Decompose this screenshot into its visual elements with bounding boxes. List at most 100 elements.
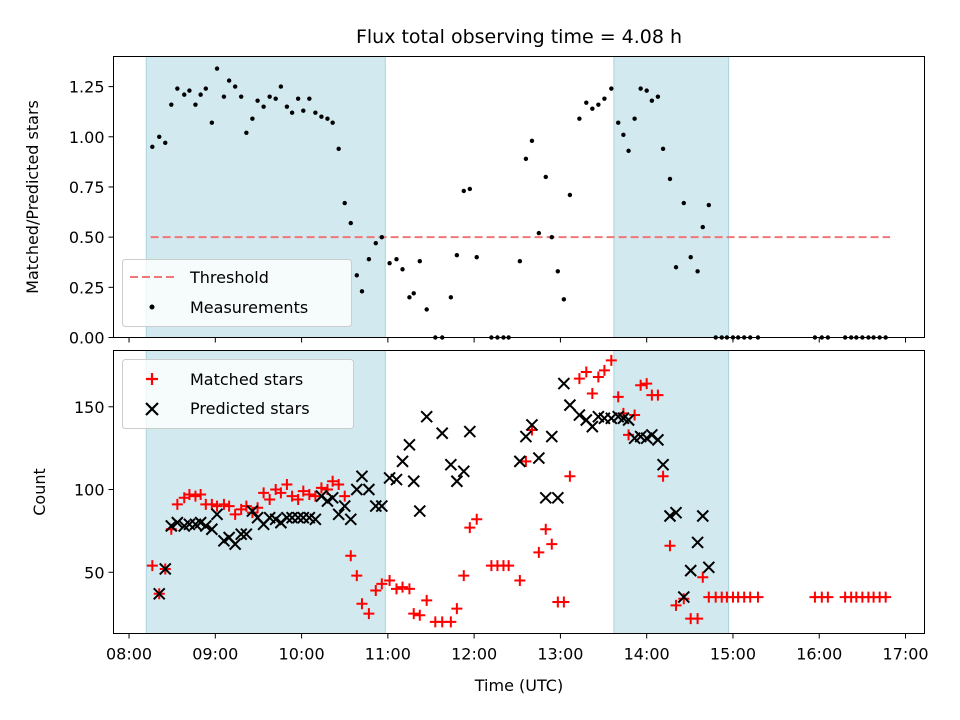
predicted-stars-point-30 <box>326 491 339 504</box>
matched-stars-point-16 <box>240 500 252 512</box>
matched-stars-point-53 <box>471 513 483 525</box>
measurements-point-73 <box>616 120 621 125</box>
measurements-point-52 <box>467 186 473 192</box>
x-tick-label: 16:00 <box>796 645 842 664</box>
predicted-stars-point-79 <box>691 536 704 549</box>
measurements-point-39 <box>379 234 385 240</box>
measurements-point-84 <box>681 200 686 206</box>
predicted-stars-point-43 <box>407 475 420 488</box>
matched-stars-point-61 <box>533 546 545 558</box>
measurements-point-0 <box>150 144 155 150</box>
measurements-point-79 <box>649 98 655 103</box>
top-panel-ylabel: Matched/Predicted stars <box>23 100 42 294</box>
matched-stars-point-83 <box>670 599 682 611</box>
shaded-interval-1 <box>613 56 730 338</box>
matched-stars-point-44 <box>408 608 420 620</box>
matched-stars-point-10 <box>206 498 218 510</box>
predicted-stars-point-77 <box>677 590 690 604</box>
chart-title: Flux total observing time = 4.08 h <box>356 26 682 48</box>
predicted-stars-point-68 <box>622 413 635 427</box>
y-tick-label: 0.25 <box>69 278 105 297</box>
measurements-point-67 <box>577 116 582 121</box>
bottom-panel-y-ticks: 50 100 150 <box>74 398 114 582</box>
matched-stars-point-81 <box>657 470 669 482</box>
measurements-point-75 <box>626 148 631 154</box>
predicted-stars-point-60 <box>573 408 586 422</box>
matched-stars-point-96 <box>752 591 764 603</box>
matched-stars-point-26 <box>297 485 309 497</box>
measurements-point-19 <box>261 104 266 109</box>
matched-stars-point-7 <box>189 490 201 502</box>
measurements-point-21 <box>273 96 278 101</box>
y-tick-label: 1.25 <box>69 78 105 97</box>
predicted-stars-point-33 <box>344 513 357 526</box>
predicted-stars-point-38 <box>375 499 389 513</box>
matched-stars-point-11 <box>211 500 223 512</box>
measurements-point-71 <box>602 96 607 101</box>
matched-stars-point-72 <box>605 354 617 366</box>
measurements-point-35 <box>354 273 359 278</box>
predicted-stars-point-47 <box>444 458 458 471</box>
predicted-stars-point-51 <box>513 455 527 468</box>
measurements-point-5 <box>182 92 187 97</box>
matched-stars-point-23 <box>281 479 293 491</box>
matched-stars-point-4 <box>171 498 183 510</box>
measurements-point-76 <box>632 116 637 121</box>
predicted-stars-point-13 <box>228 537 242 551</box>
measurements-point-20 <box>267 94 272 99</box>
measurements-point-33 <box>342 200 347 206</box>
predicted-stars-point-15 <box>240 527 253 541</box>
legend-matched-label: Matched stars <box>190 370 303 389</box>
measurements-point-3 <box>169 102 174 107</box>
legend-predicted-label: Predicted stars <box>190 399 310 418</box>
measurements-point-4 <box>175 86 180 91</box>
matched-stars-point-50 <box>451 603 463 615</box>
matched-stars-point-32 <box>333 479 345 491</box>
measurements-point-63 <box>549 234 554 240</box>
measurements-point-31 <box>330 120 335 125</box>
matched-stars-point-39 <box>376 578 388 590</box>
matched-stars-point-82 <box>664 540 676 552</box>
measurements-point-46 <box>424 307 429 312</box>
measurements-point-17 <box>250 116 255 121</box>
matched-stars-point-33 <box>339 490 351 502</box>
measurements-point-64 <box>555 269 561 274</box>
legend-measurements-swatch <box>149 304 155 310</box>
predicted-stars-point-8 <box>199 519 213 533</box>
predicted-stars-point-48 <box>450 475 464 488</box>
x-tick-label: 14:00 <box>624 645 670 664</box>
top-panel-frame <box>113 56 925 338</box>
matched-stars-point-41 <box>390 583 402 595</box>
matched-stars-point-28 <box>309 490 321 502</box>
legend-matched-swatch <box>146 373 158 385</box>
matched-stars-point-24 <box>286 490 298 502</box>
measurements-point-42 <box>400 267 405 272</box>
predicted-stars-point-50 <box>463 425 477 438</box>
measurements-point-83 <box>673 265 679 270</box>
measurements-point-10 <box>209 120 215 125</box>
measurements-point-66 <box>567 192 573 198</box>
measurements-point-41 <box>394 257 399 262</box>
matched-stars-point-19 <box>258 487 270 499</box>
measurements-point-15 <box>238 94 244 99</box>
matched-stars-point-42 <box>397 581 409 593</box>
bottom-panel: 08:00 09:00 10:00 11:00 12:00 13:00 14:00 15:00… <box>30 350 929 695</box>
measurements-point-87 <box>700 224 705 230</box>
measurements-point-9 <box>203 86 209 91</box>
measurements-point-85 <box>688 255 693 260</box>
measurements-point-50 <box>454 253 460 258</box>
legend-measurements-label: Measurements <box>190 298 308 317</box>
measurements-point-40 <box>387 261 392 266</box>
top-panel-x-ticks <box>128 337 907 343</box>
measurements-point-65 <box>561 297 567 302</box>
measurements-point-61 <box>536 230 542 236</box>
predicted-stars-point-0 <box>153 587 166 600</box>
measurements-point-2 <box>163 140 168 146</box>
predicted-stars-point-31 <box>332 508 345 521</box>
measurements-point-69 <box>590 106 595 111</box>
measurements-point-72 <box>609 86 614 91</box>
measurements-point-16 <box>244 130 249 135</box>
matched-stars-point-20 <box>264 493 276 505</box>
